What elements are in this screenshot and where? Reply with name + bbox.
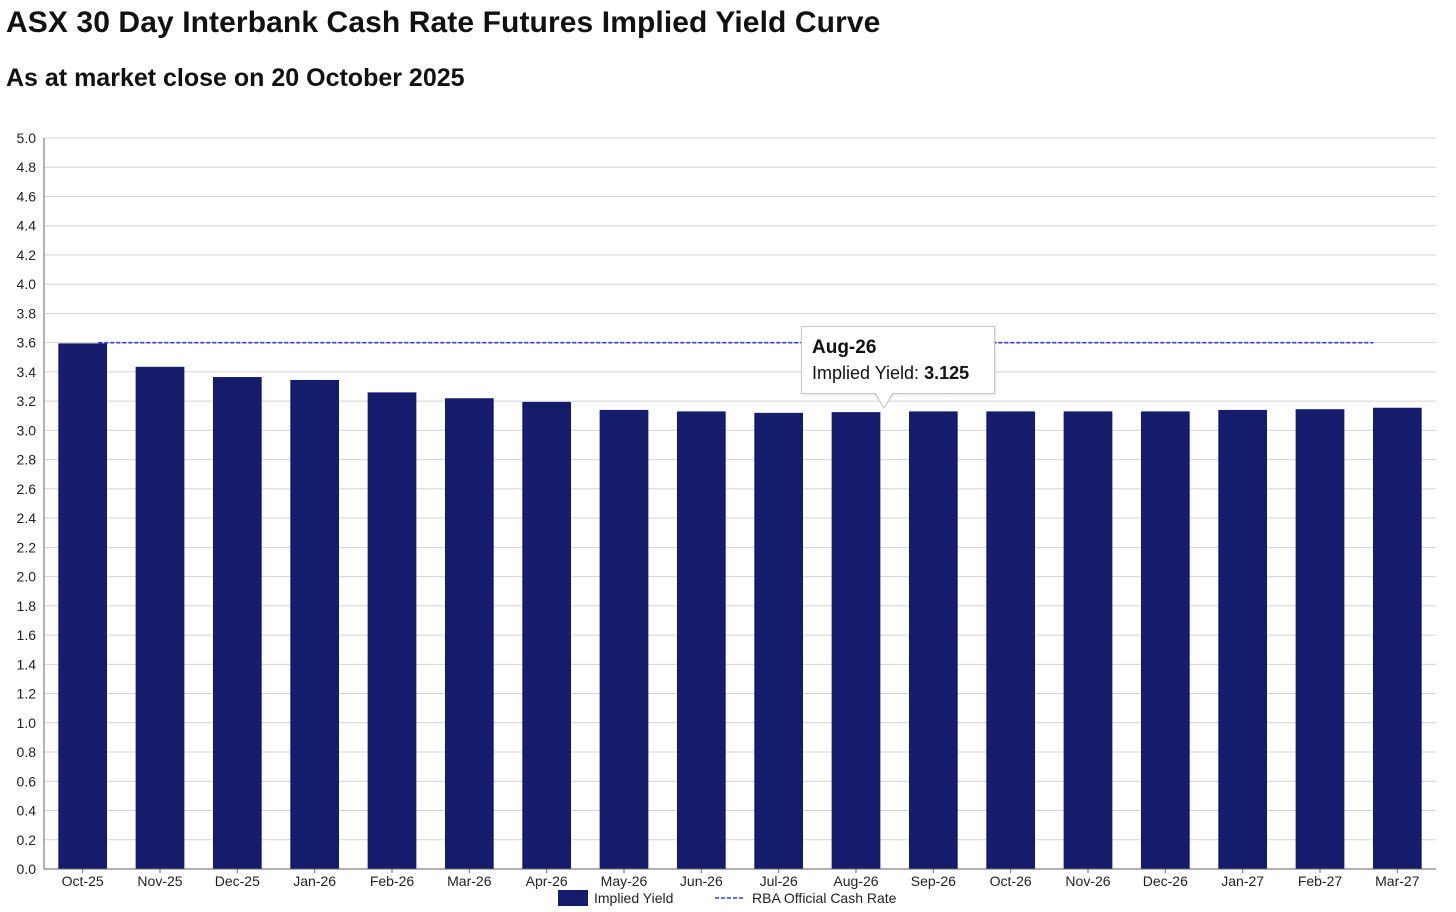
y-tick-label: 1.6 <box>17 627 37 643</box>
y-tick-label: 2.0 <box>17 569 37 585</box>
tooltip-line: Implied Yield: 3.125 <box>812 360 984 386</box>
x-tick-label: Apr-26 <box>526 873 568 889</box>
x-tick-label: Mar-26 <box>447 873 492 889</box>
bar[interactable] <box>754 412 804 869</box>
y-tick-label: 0.8 <box>17 744 37 760</box>
bar[interactable] <box>367 392 417 869</box>
x-tick-label: Nov-25 <box>137 873 182 889</box>
page-subtitle: As at market close on 20 October 2025 <box>6 64 465 92</box>
bar[interactable] <box>1372 407 1422 869</box>
bar[interactable] <box>676 411 726 869</box>
x-tick-label: Oct-26 <box>990 873 1032 889</box>
x-tick-label: Mar-27 <box>1375 873 1420 889</box>
x-tick-label: Aug-26 <box>833 873 878 889</box>
bar[interactable] <box>986 411 1036 869</box>
x-tick-label: May-26 <box>601 873 648 889</box>
bar[interactable] <box>908 411 958 869</box>
legend-swatch-implied-yield <box>558 890 588 906</box>
y-tick-label: 1.4 <box>17 656 37 672</box>
y-tick-label: 3.4 <box>17 364 37 380</box>
tooltip-label: Implied Yield: <box>812 363 920 383</box>
bar[interactable] <box>1295 409 1345 869</box>
y-tick-label: 4.6 <box>17 188 37 204</box>
bar[interactable] <box>1063 411 1113 869</box>
y-tick-label: 0.4 <box>17 803 37 819</box>
bar[interactable] <box>444 398 494 869</box>
y-tick-label: 1.0 <box>17 715 37 731</box>
y-tick-label: 0.0 <box>17 861 37 877</box>
x-tick-label: Jun-26 <box>680 873 723 889</box>
x-tick-label: Sep-26 <box>911 873 956 889</box>
y-tick-label: 3.0 <box>17 422 37 438</box>
x-tick-label: Oct-25 <box>62 873 104 889</box>
x-axis-ticks: Oct-25 Nov-25 Dec-25 Jan-26 Feb-26 Mar-26 Apr-… <box>62 869 1420 889</box>
x-tick-label: Nov-26 <box>1065 873 1110 889</box>
tooltip-value: 3.125 <box>924 363 970 383</box>
x-tick-label: Jan-27 <box>1221 873 1264 889</box>
bar[interactable] <box>599 409 649 869</box>
y-tick-label: 2.6 <box>17 481 37 497</box>
tooltip: Aug-26 Implied Yield: 3.125 <box>801 326 995 394</box>
legend: Implied Yield RBA Official Cash Rate <box>558 890 897 906</box>
y-tick-label: 4.4 <box>17 218 37 234</box>
x-tick-label: Dec-26 <box>1143 873 1188 889</box>
y-tick-label: 2.8 <box>17 452 37 468</box>
y-tick-label: 3.8 <box>17 305 37 321</box>
x-tick-label: Jul-26 <box>760 873 798 889</box>
bar[interactable] <box>58 343 108 869</box>
y-tick-label: 4.8 <box>17 159 37 175</box>
y-tick-label: 1.8 <box>17 598 37 614</box>
bar[interactable] <box>1140 411 1190 869</box>
bar[interactable] <box>290 379 340 869</box>
y-tick-label: 0.6 <box>17 773 37 789</box>
bar[interactable] <box>1218 409 1268 869</box>
bar[interactable] <box>212 377 262 869</box>
y-tick-label: 1.2 <box>17 686 37 702</box>
y-axis-ticks: 0.0 0.2 0.4 0.6 0.8 1.0 1.2 1.4 1.6 1.8 2.0 2.2 2.4 2… <box>17 130 37 877</box>
tooltip-arrow <box>875 392 893 407</box>
y-tick-label: 4.0 <box>17 276 37 292</box>
x-tick-label: Jan-26 <box>293 873 336 889</box>
legend-label-implied-yield: Implied Yield <box>594 890 673 906</box>
x-tick-label: Feb-26 <box>370 873 415 889</box>
y-tick-label: 3.6 <box>17 335 37 351</box>
bar[interactable] <box>135 366 185 869</box>
axes <box>43 138 1436 870</box>
y-tick-label: 5.0 <box>17 130 37 146</box>
page-title: ASX 30 Day Interbank Cash Rate Futures I… <box>6 6 881 39</box>
bar[interactable] <box>831 412 881 869</box>
bar[interactable] <box>522 401 572 869</box>
y-tick-label: 4.2 <box>17 247 37 263</box>
y-tick-label: 0.2 <box>17 832 37 848</box>
tooltip-title: Aug-26 <box>812 337 877 358</box>
bars <box>58 343 1422 869</box>
legend-label-rba-cash-rate: RBA Official Cash Rate <box>752 890 897 906</box>
x-tick-label: Dec-25 <box>215 873 260 889</box>
grid-lines <box>44 137 1436 841</box>
y-tick-label: 2.4 <box>17 510 37 526</box>
y-tick-label: 3.2 <box>17 393 37 409</box>
x-tick-label: Feb-27 <box>1298 873 1343 889</box>
y-tick-label: 2.2 <box>17 539 37 555</box>
